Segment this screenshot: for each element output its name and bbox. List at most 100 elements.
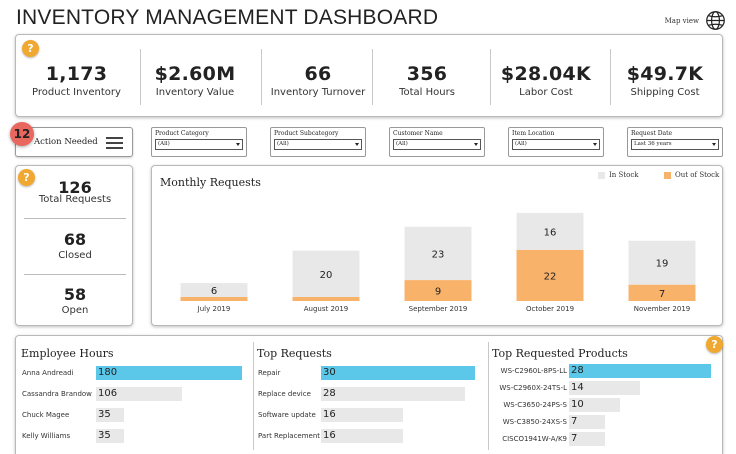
filter-label: Customer Name [393,130,443,137]
employee-hours-row-label: Anna Andreadi [22,366,74,380]
top-requests-row-label: Software update [258,408,316,422]
category-label-2: September 2019 [409,305,468,313]
top-requests-bar[interactable]: 30 [321,366,475,380]
top-products-name: WS-C3850-24XS-S [502,418,567,426]
kpi-value: $2.60M [154,63,236,85]
kpi-labor-cost: $28.04K Labor Cost [492,49,600,105]
filter-select[interactable]: (All) [512,139,600,150]
filter-select[interactable]: (All) [393,139,481,150]
bar-in-stock-4[interactable] [628,240,696,285]
employee-hours-title: Employee Hours [21,347,114,360]
bar-out-of-stock-4[interactable] [628,284,696,301]
kpi-value: 356 [406,63,448,85]
category-label-0: July 2019 [197,305,231,313]
kpi-label: Total Hours [399,87,455,98]
kpi-inventory-value: $2.60M Inventory Value [142,49,248,105]
top-products-bar[interactable]: 10 [569,398,620,412]
kpi-label: Labor Cost [519,87,573,98]
legend-label: In Stock [609,171,639,179]
bar-out-of-stock-0[interactable] [180,297,248,301]
help-icon[interactable]: ? [706,336,723,353]
kpi-total-hours: 356 Total Hours [374,49,480,105]
filter-select[interactable]: (All) [155,139,243,150]
top-requests-row-label: Replace device [258,387,311,401]
data-label-in-stock-3: 16 [544,227,557,238]
kpi-value: 1,173 [45,63,108,85]
top-requests-row-label: Part Replacement [258,429,320,443]
top-products-name: WS-C2960L-8PS-LL [500,367,567,375]
action-needed-button[interactable]: Action Needed [15,127,133,157]
data-label-in-stock-2: 23 [432,249,445,260]
map-view-link[interactable]: Map view [665,10,726,31]
dropdown-arrow-icon [712,143,716,146]
filter-customer-name: Customer Name (All) [389,127,485,157]
closed-value: 68 [63,230,87,249]
top-products-bar[interactable]: 28 [569,364,711,378]
data-label-in-stock-0: 6 [211,286,217,297]
divider [24,274,126,275]
kpi-divider [610,49,611,105]
kpi-value: $49.7K [626,63,704,85]
filter-value: (All) [158,141,170,147]
total-requests-label: Total Requests [38,194,112,205]
kpi-value: 66 [304,63,332,85]
kpi-shipping-cost: $49.7K Shipping Cost [612,49,718,105]
kpi-label: Inventory Value [155,87,235,98]
top-requests-value: 30 [323,367,336,378]
top-products-bar[interactable]: 7 [569,415,605,429]
kpi-product-inventory: 1,173 Product Inventory [24,49,129,105]
top-products-name: WS-C3650-24PS-S [503,401,567,409]
bar-out-of-stock-2[interactable] [404,280,472,301]
employee-hours-name: Chuck Magee [22,411,70,419]
bar-in-stock-0[interactable] [180,283,248,297]
total-requests-value: 126 [58,178,92,197]
top-products-bar[interactable]: 14 [569,381,640,395]
employee-hours-bar[interactable]: 106 [96,387,182,401]
closed-label: Closed [58,250,92,261]
top-products-bar[interactable]: 7 [569,432,605,446]
top-requests-value: 16 [323,409,336,420]
top-requests-title: Top Requests [257,347,332,360]
divider [488,342,489,450]
top-requests-bar[interactable]: 28 [321,387,465,401]
data-label-out-of-stock-3: 22 [544,271,557,282]
category-label-4: November 2019 [634,305,690,313]
bar-in-stock-2[interactable] [404,226,472,281]
category-label-3: October 2019 [526,305,574,313]
top-requests-bar[interactable]: 16 [321,408,404,422]
top-products-value: 14 [571,382,584,393]
kpi-label: Inventory Turnover [270,87,366,98]
action-count-badge: 12 [10,122,34,146]
bar-out-of-stock-3[interactable] [516,249,584,301]
legend-swatch [664,171,671,179]
kpi-divider [372,49,373,105]
employee-hours-value: 106 [98,388,118,399]
bar-in-stock-3[interactable] [516,212,584,250]
help-icon[interactable]: ? [18,169,35,186]
top-products-value: 7 [571,416,578,427]
top-products-row-label: CISCO1941W-A/K9 [500,432,567,446]
bar-in-stock-1[interactable] [292,250,360,297]
employee-hours-name: Anna Andreadi [22,369,74,377]
requests-summary-panel: ? 126 Total Requests 68 Closed 58 Open [15,165,133,326]
help-icon[interactable]: ? [22,40,39,57]
employee-hours-bar[interactable]: 35 [96,429,125,443]
filter-select[interactable]: (All) [274,139,362,150]
kpi-divider [490,49,491,105]
filter-select[interactable]: Last 36 years [631,139,719,150]
employee-hours-value: 180 [98,367,118,378]
employee-hours-name: Cassandra Brandow [22,390,92,398]
bar-out-of-stock-1[interactable] [292,297,360,301]
employee-hours-bar[interactable]: 35 [96,408,125,422]
kpi-value: $28.04K [500,63,592,85]
map-view-label: Map view [664,16,699,25]
kpi-divider [261,49,262,105]
data-label-out-of-stock-2: 9 [435,287,441,298]
top-products-title: Top Requested Products [492,347,628,360]
dropdown-arrow-icon [236,143,240,146]
top-requests-bar[interactable]: 16 [321,429,404,443]
filter-label: Product Category [155,130,209,137]
legend-in-stock: In Stock [598,171,638,179]
employee-hours-row-label: Cassandra Brandow [22,387,92,401]
employee-hours-bar[interactable]: 180 [96,366,242,380]
